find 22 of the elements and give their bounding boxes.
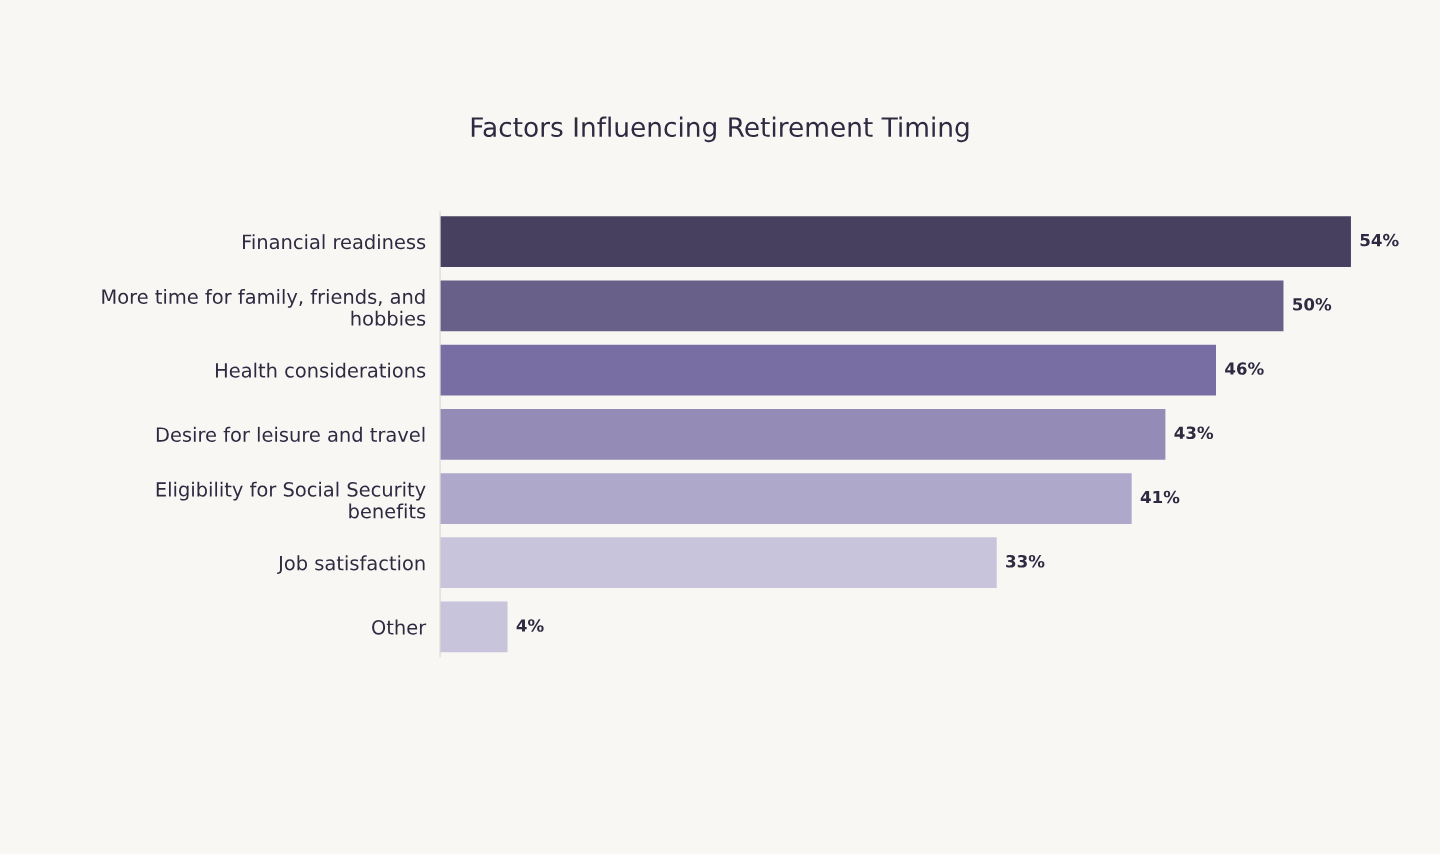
y-tick-label: Health considerations: [216, 362, 426, 378]
y-tick-label: Other: [372, 619, 427, 635]
data-label: 33%: [1006, 554, 1045, 568]
bar: [440, 216, 1351, 267]
chart-title: Factors Influencing Retirement Timing: [471, 116, 969, 143]
bar: [440, 473, 1132, 524]
bar: [440, 280, 1284, 332]
y-tick-label: Job satisfaction: [277, 555, 425, 575]
data-label: 43%: [1174, 426, 1214, 440]
y-tick-label: Desire for leisure and travel: [156, 426, 425, 442]
y-tick-label: Eligibility for Social Security benefits: [156, 481, 426, 519]
data-label: 54%: [1360, 233, 1399, 247]
y-tick-label: Financial readiness: [243, 234, 426, 250]
y-tick-label: More time for family, friends, and hobbies: [102, 288, 426, 326]
bar: [440, 344, 1216, 396]
data-label: 50%: [1293, 298, 1332, 311]
data-label: 4%: [516, 619, 544, 632]
data-label: 46%: [1225, 362, 1264, 375]
bar: [440, 601, 508, 653]
bar: [440, 408, 1166, 460]
bar: [440, 537, 997, 589]
data-label: 41%: [1140, 490, 1180, 504]
